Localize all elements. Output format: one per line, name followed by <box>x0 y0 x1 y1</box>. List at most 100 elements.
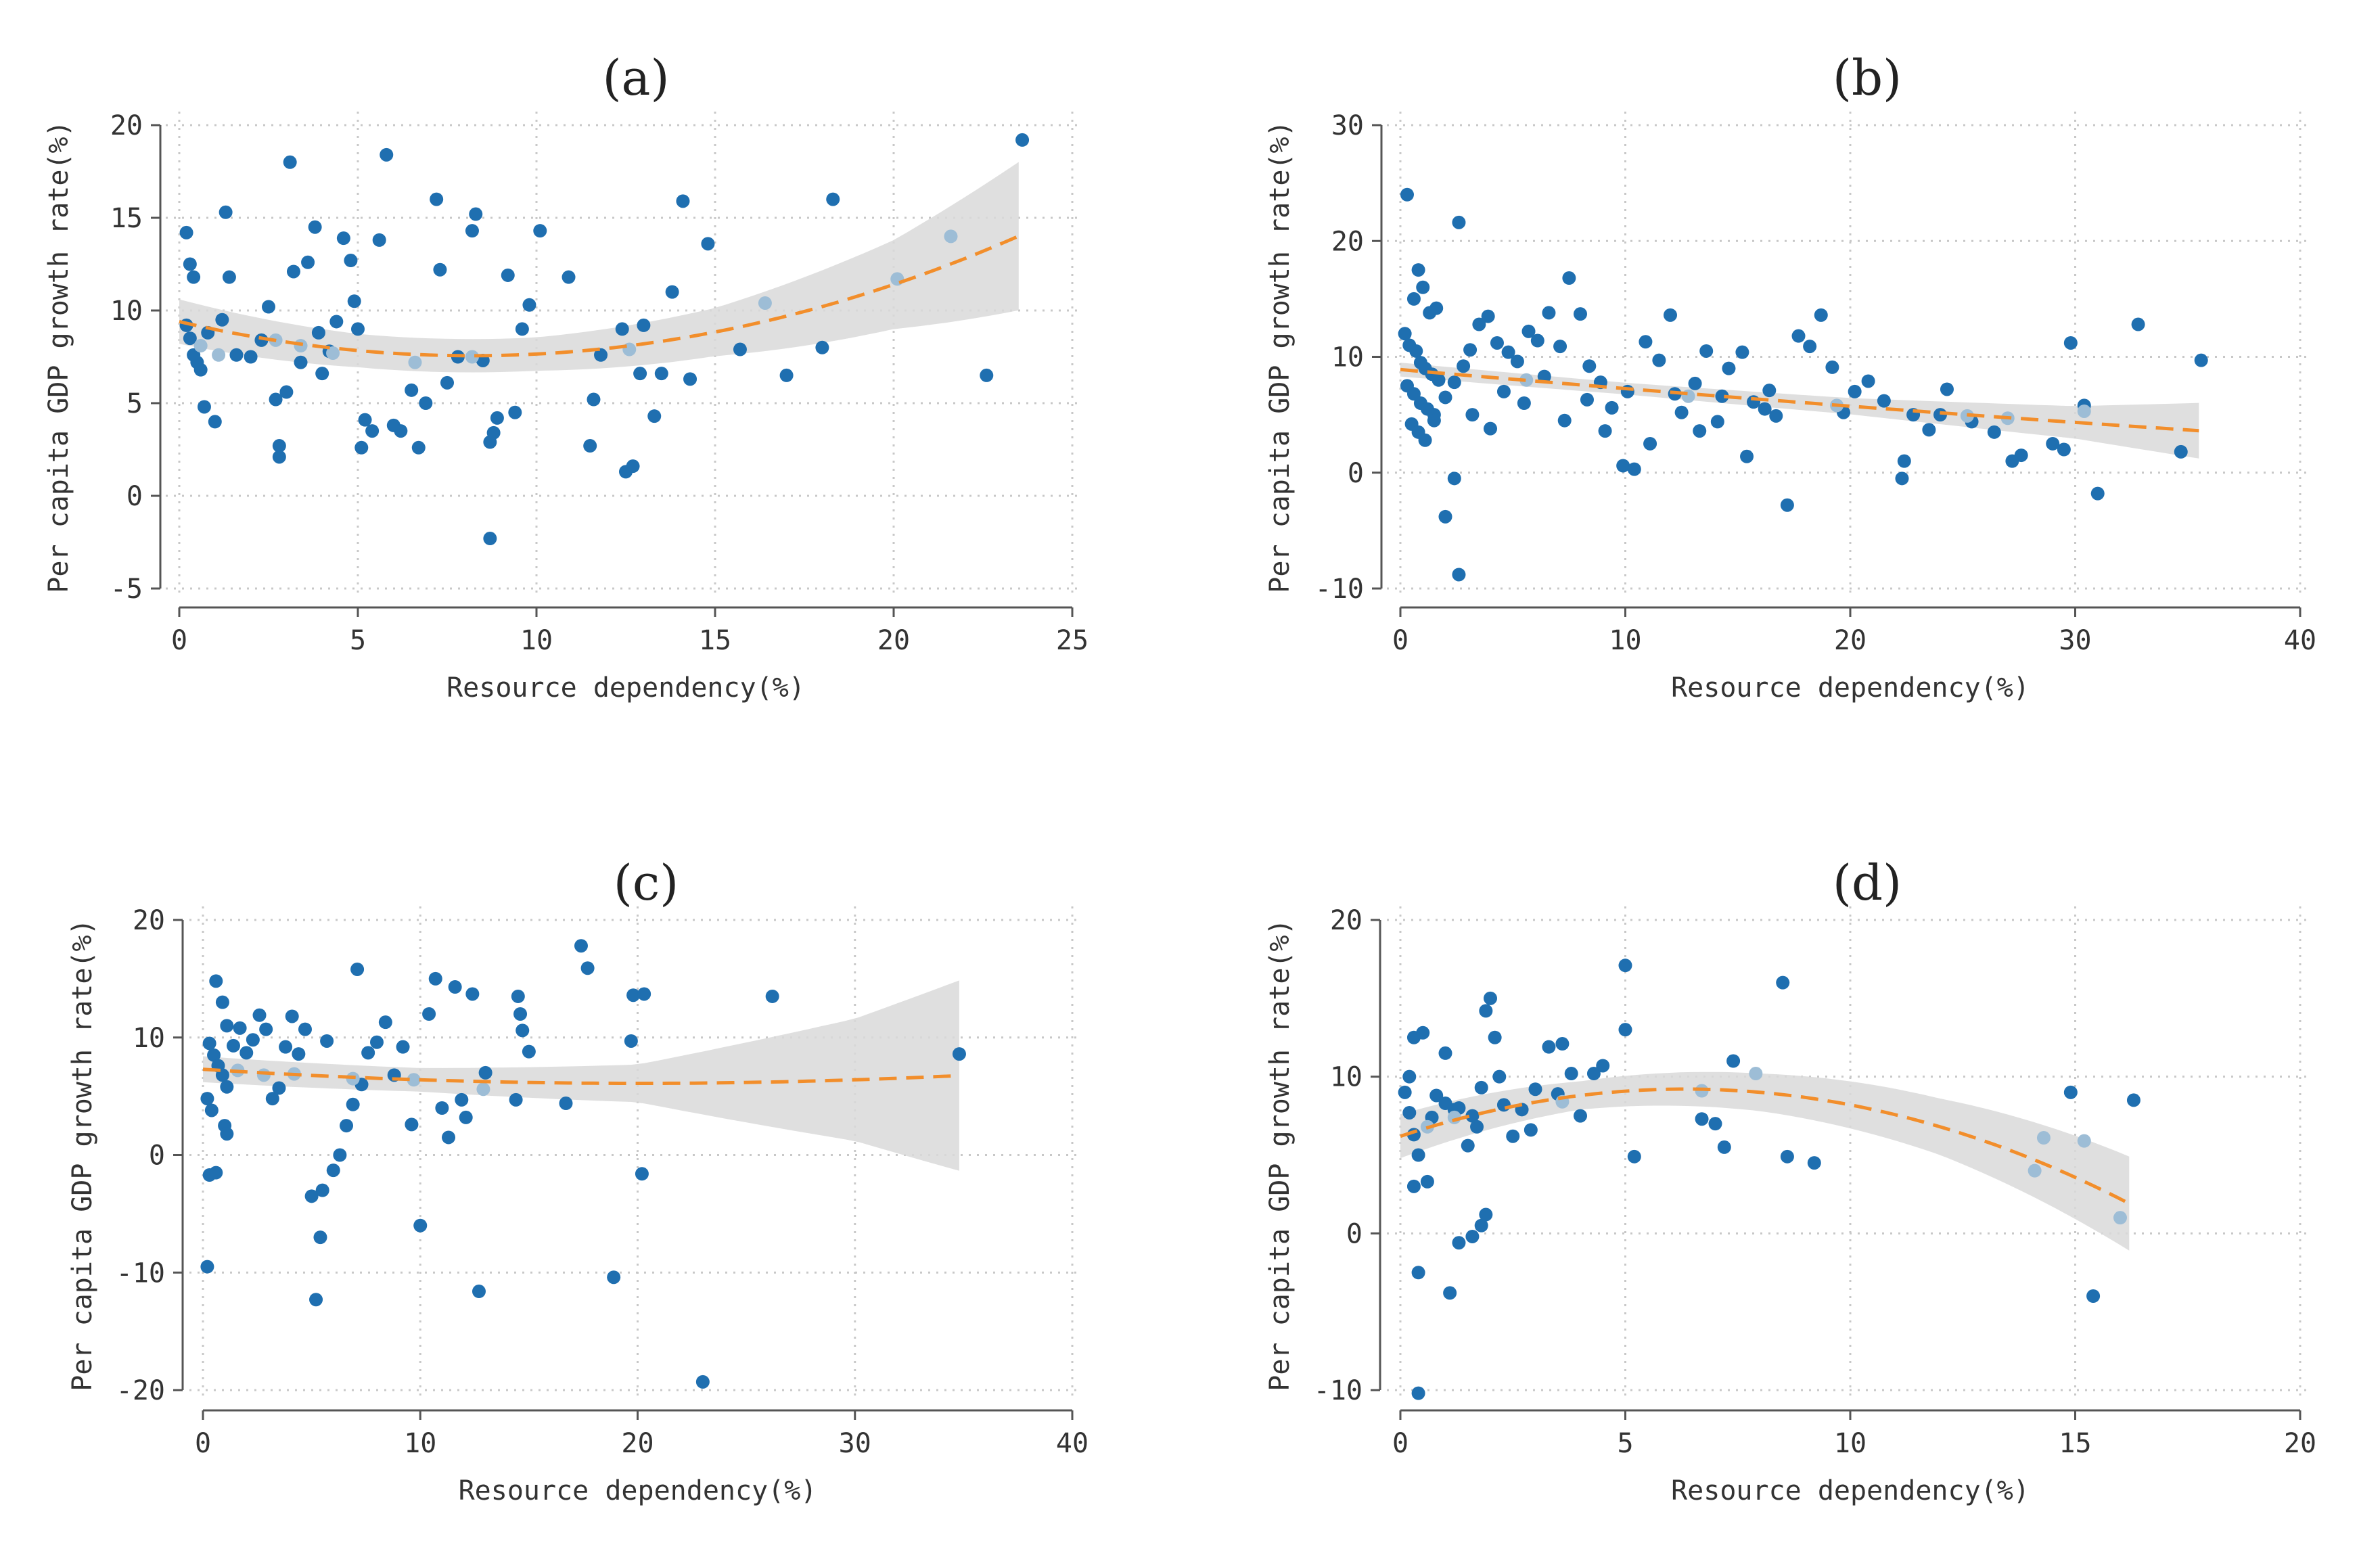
panel-a-x-axis-label: Resource dependency(%) <box>446 672 805 704</box>
panel-c-point <box>765 989 779 1003</box>
panel-b-point <box>1814 308 1828 322</box>
panel-d-x-axis-label: Resource dependency(%) <box>1671 1475 2030 1506</box>
panel-b-point <box>1416 280 1430 294</box>
panel-a-point <box>419 396 433 410</box>
panel-b-point <box>1639 335 1653 349</box>
panel-a-point <box>344 254 358 268</box>
panel-a-point <box>329 315 344 329</box>
panel-a-point <box>311 325 325 340</box>
panel-c-point <box>396 1040 410 1054</box>
panel-d-point <box>1465 1229 1480 1243</box>
panel-a-point <box>779 368 794 382</box>
panel-a-point <box>637 318 651 332</box>
panel-a-point <box>354 440 369 455</box>
panel-b-point <box>1429 301 1444 315</box>
panel-a-point <box>215 313 229 327</box>
panel-b-point <box>1457 359 1471 373</box>
panel-c-point <box>326 1163 340 1178</box>
panel-d-point <box>1484 991 1497 1005</box>
panel-b-xtick-label-3: 30 <box>2059 625 2091 656</box>
panel-d-ytick-label-1: 0 <box>1346 1218 1362 1249</box>
panel-a-point <box>501 268 515 282</box>
panel-b-point <box>1463 343 1478 357</box>
panel-c-y-axis-label: Per capita GDP growth rate(%) <box>67 919 98 1391</box>
panel-c-point <box>202 1036 216 1051</box>
panel-d-point <box>1416 1025 1430 1040</box>
panel-b-point <box>1452 215 1466 229</box>
panel-b-xtick-label-1: 10 <box>1609 625 1641 656</box>
panel-d-point <box>1627 1149 1641 1163</box>
panel-a-point <box>733 342 747 356</box>
panel-b-point <box>2063 336 2078 350</box>
panel-b-point <box>1897 454 1911 468</box>
panel-c-point <box>220 1080 234 1094</box>
panel-d-point <box>1406 1179 1421 1193</box>
panel-d-point <box>1524 1123 1538 1137</box>
panel-d-point <box>1780 1149 1794 1163</box>
panel-a-point <box>587 392 601 407</box>
panel-d-point <box>1474 1080 1488 1094</box>
panel-c-xtick-label-3: 30 <box>839 1428 871 1459</box>
panel-c-point <box>233 1021 247 1035</box>
panel-c-ytick-label-3: 10 <box>133 1023 165 1054</box>
panel-b-ytick-label-1: 0 <box>1348 458 1364 489</box>
panel-b-point <box>1406 387 1421 401</box>
panel-a-point <box>187 270 201 284</box>
panel-a-point <box>279 385 294 399</box>
panel-c-point <box>320 1034 334 1048</box>
panel-a-point <box>294 355 308 369</box>
panel-d-point <box>1443 1286 1457 1300</box>
panel-b-point <box>1674 405 1689 419</box>
panel-a-point <box>405 383 419 397</box>
panel-c-point <box>559 1097 573 1111</box>
panel-c-point <box>313 1230 327 1245</box>
panel-d: (d) 0 5 10 15 20 -10 0 10 20 Resource dependency(… <box>1264 854 2316 1506</box>
panel-c-point <box>350 962 365 976</box>
panel-d-point-in-band <box>2028 1163 2042 1178</box>
panel-a-ytick-label-3: 10 <box>110 296 143 327</box>
panel-c-point <box>204 1103 219 1117</box>
panel-a-xtick-label-5: 25 <box>1056 625 1089 656</box>
panel-a-point <box>562 270 576 284</box>
panel-a-point <box>336 231 350 246</box>
panel-c-point <box>511 989 525 1003</box>
panel-b-point <box>1490 336 1504 350</box>
panel-a-point <box>197 400 211 414</box>
panel-d-point <box>1528 1082 1542 1097</box>
panel-b-point <box>1758 402 1772 416</box>
panel-b-point <box>1472 317 1486 331</box>
panel-c-xtick-label-4: 40 <box>1056 1428 1089 1459</box>
panel-b-point <box>2131 317 2145 331</box>
panel-a-point <box>179 225 193 239</box>
panel-a-xtick-label-4: 20 <box>877 625 910 656</box>
panel-d-point <box>1596 1059 1610 1073</box>
panel-a-point <box>272 439 286 453</box>
panel-b-point <box>1803 340 1817 354</box>
panel-a-ytick-label-4: 15 <box>110 203 143 234</box>
panel-c-point-in-band <box>256 1068 271 1082</box>
panel-c-point <box>215 995 229 1009</box>
panel-d-point <box>1574 1109 1587 1123</box>
panel-c-title: (c) <box>614 854 679 911</box>
panel-d-point <box>1492 1069 1507 1084</box>
panel-a-xtick-label-1: 5 <box>350 625 366 656</box>
panel-a-point <box>272 450 286 464</box>
panel-b-point <box>1438 390 1452 405</box>
panel-b-xtick-label-2: 20 <box>1834 625 1866 656</box>
panel-c-point <box>309 1293 323 1307</box>
panel-d-point-in-band <box>1749 1067 1763 1081</box>
panel-b-point <box>1452 568 1466 582</box>
panel-b-point-in-band <box>1519 373 1534 387</box>
panel-b-point <box>2014 448 2028 463</box>
panel-a-point <box>440 375 454 390</box>
panel-a-point <box>515 322 529 336</box>
panel-b-point <box>1722 361 1736 375</box>
panel-b-point <box>1427 413 1441 428</box>
panel-d-xtick-label-4: 20 <box>2284 1428 2316 1459</box>
panel-b-x-axis-label: Resource dependency(%) <box>1671 672 2030 704</box>
panel-d-point <box>1479 1004 1493 1018</box>
panel-c-point <box>952 1047 966 1061</box>
panel-c-point <box>272 1081 286 1095</box>
panel-b-point <box>1438 509 1452 524</box>
